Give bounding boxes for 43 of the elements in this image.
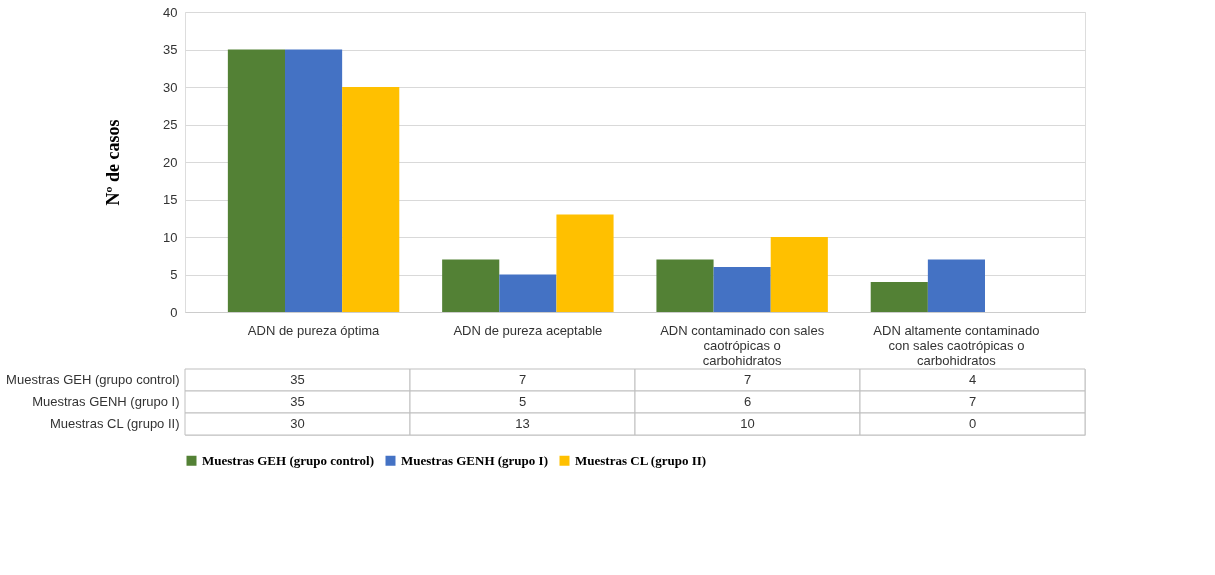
text: Muestras GENH (grupo I): [32, 394, 180, 409]
y-tick-label: 35: [163, 42, 178, 57]
data-label: 7: [518, 372, 527, 387]
bar: [927, 259, 985, 312]
y-tick-label: 5: [170, 267, 178, 282]
y-tick-label: 0: [170, 304, 178, 320]
bar: [770, 237, 828, 312]
bar: [656, 259, 714, 312]
data-label: 6: [743, 394, 752, 409]
data-label: 7: [743, 372, 752, 387]
x-tick-label: ADN altamente contaminado con sales caotrópicas o carbohidratos: [873, 322, 1040, 368]
y-tick-label: 40: [163, 4, 178, 20]
y-tick-label: 20: [163, 154, 178, 170]
y-axis-title: Nº de casos: [103, 119, 124, 206]
bar: [713, 267, 771, 312]
data-label: 30: [290, 416, 305, 431]
data-label: 35: [290, 394, 305, 409]
y-tick-label: 25: [163, 117, 178, 132]
data-label: 0: [968, 416, 977, 431]
legend-label: Muestras GEH (grupo control): [202, 452, 374, 468]
bar: [499, 274, 557, 312]
x-tick-label: ADN de pureza óptima: [247, 322, 381, 338]
data-label: 35: [290, 372, 305, 387]
y-tick-label: 30: [163, 79, 178, 95]
x-tick-label: ADN contaminado con sales caotrópicas o carbohidratos: [660, 322, 825, 368]
legend-label: Muestras GENH (grupo I): [401, 452, 548, 468]
x-tick-label: ADN de pureza aceptable: [453, 322, 603, 338]
legend-label: Muestras CL (grupo II): [575, 452, 707, 468]
bar: [342, 87, 400, 312]
bar: [556, 214, 614, 312]
bar: [442, 259, 500, 312]
data-label: 7: [968, 394, 977, 409]
y-tick-label: 10: [163, 229, 178, 245]
bar: [285, 49, 343, 312]
bar: [870, 282, 928, 312]
data-label: 4: [968, 372, 977, 387]
text: Muestras GEH (grupo control): [6, 372, 180, 387]
data-label: 5: [518, 394, 527, 409]
text: Muestras CL (grupo II): [49, 416, 180, 431]
y-tick-label: 15: [163, 192, 178, 207]
data-label: 13: [515, 416, 530, 431]
bar: [227, 49, 285, 312]
data-label: 10: [740, 416, 755, 431]
